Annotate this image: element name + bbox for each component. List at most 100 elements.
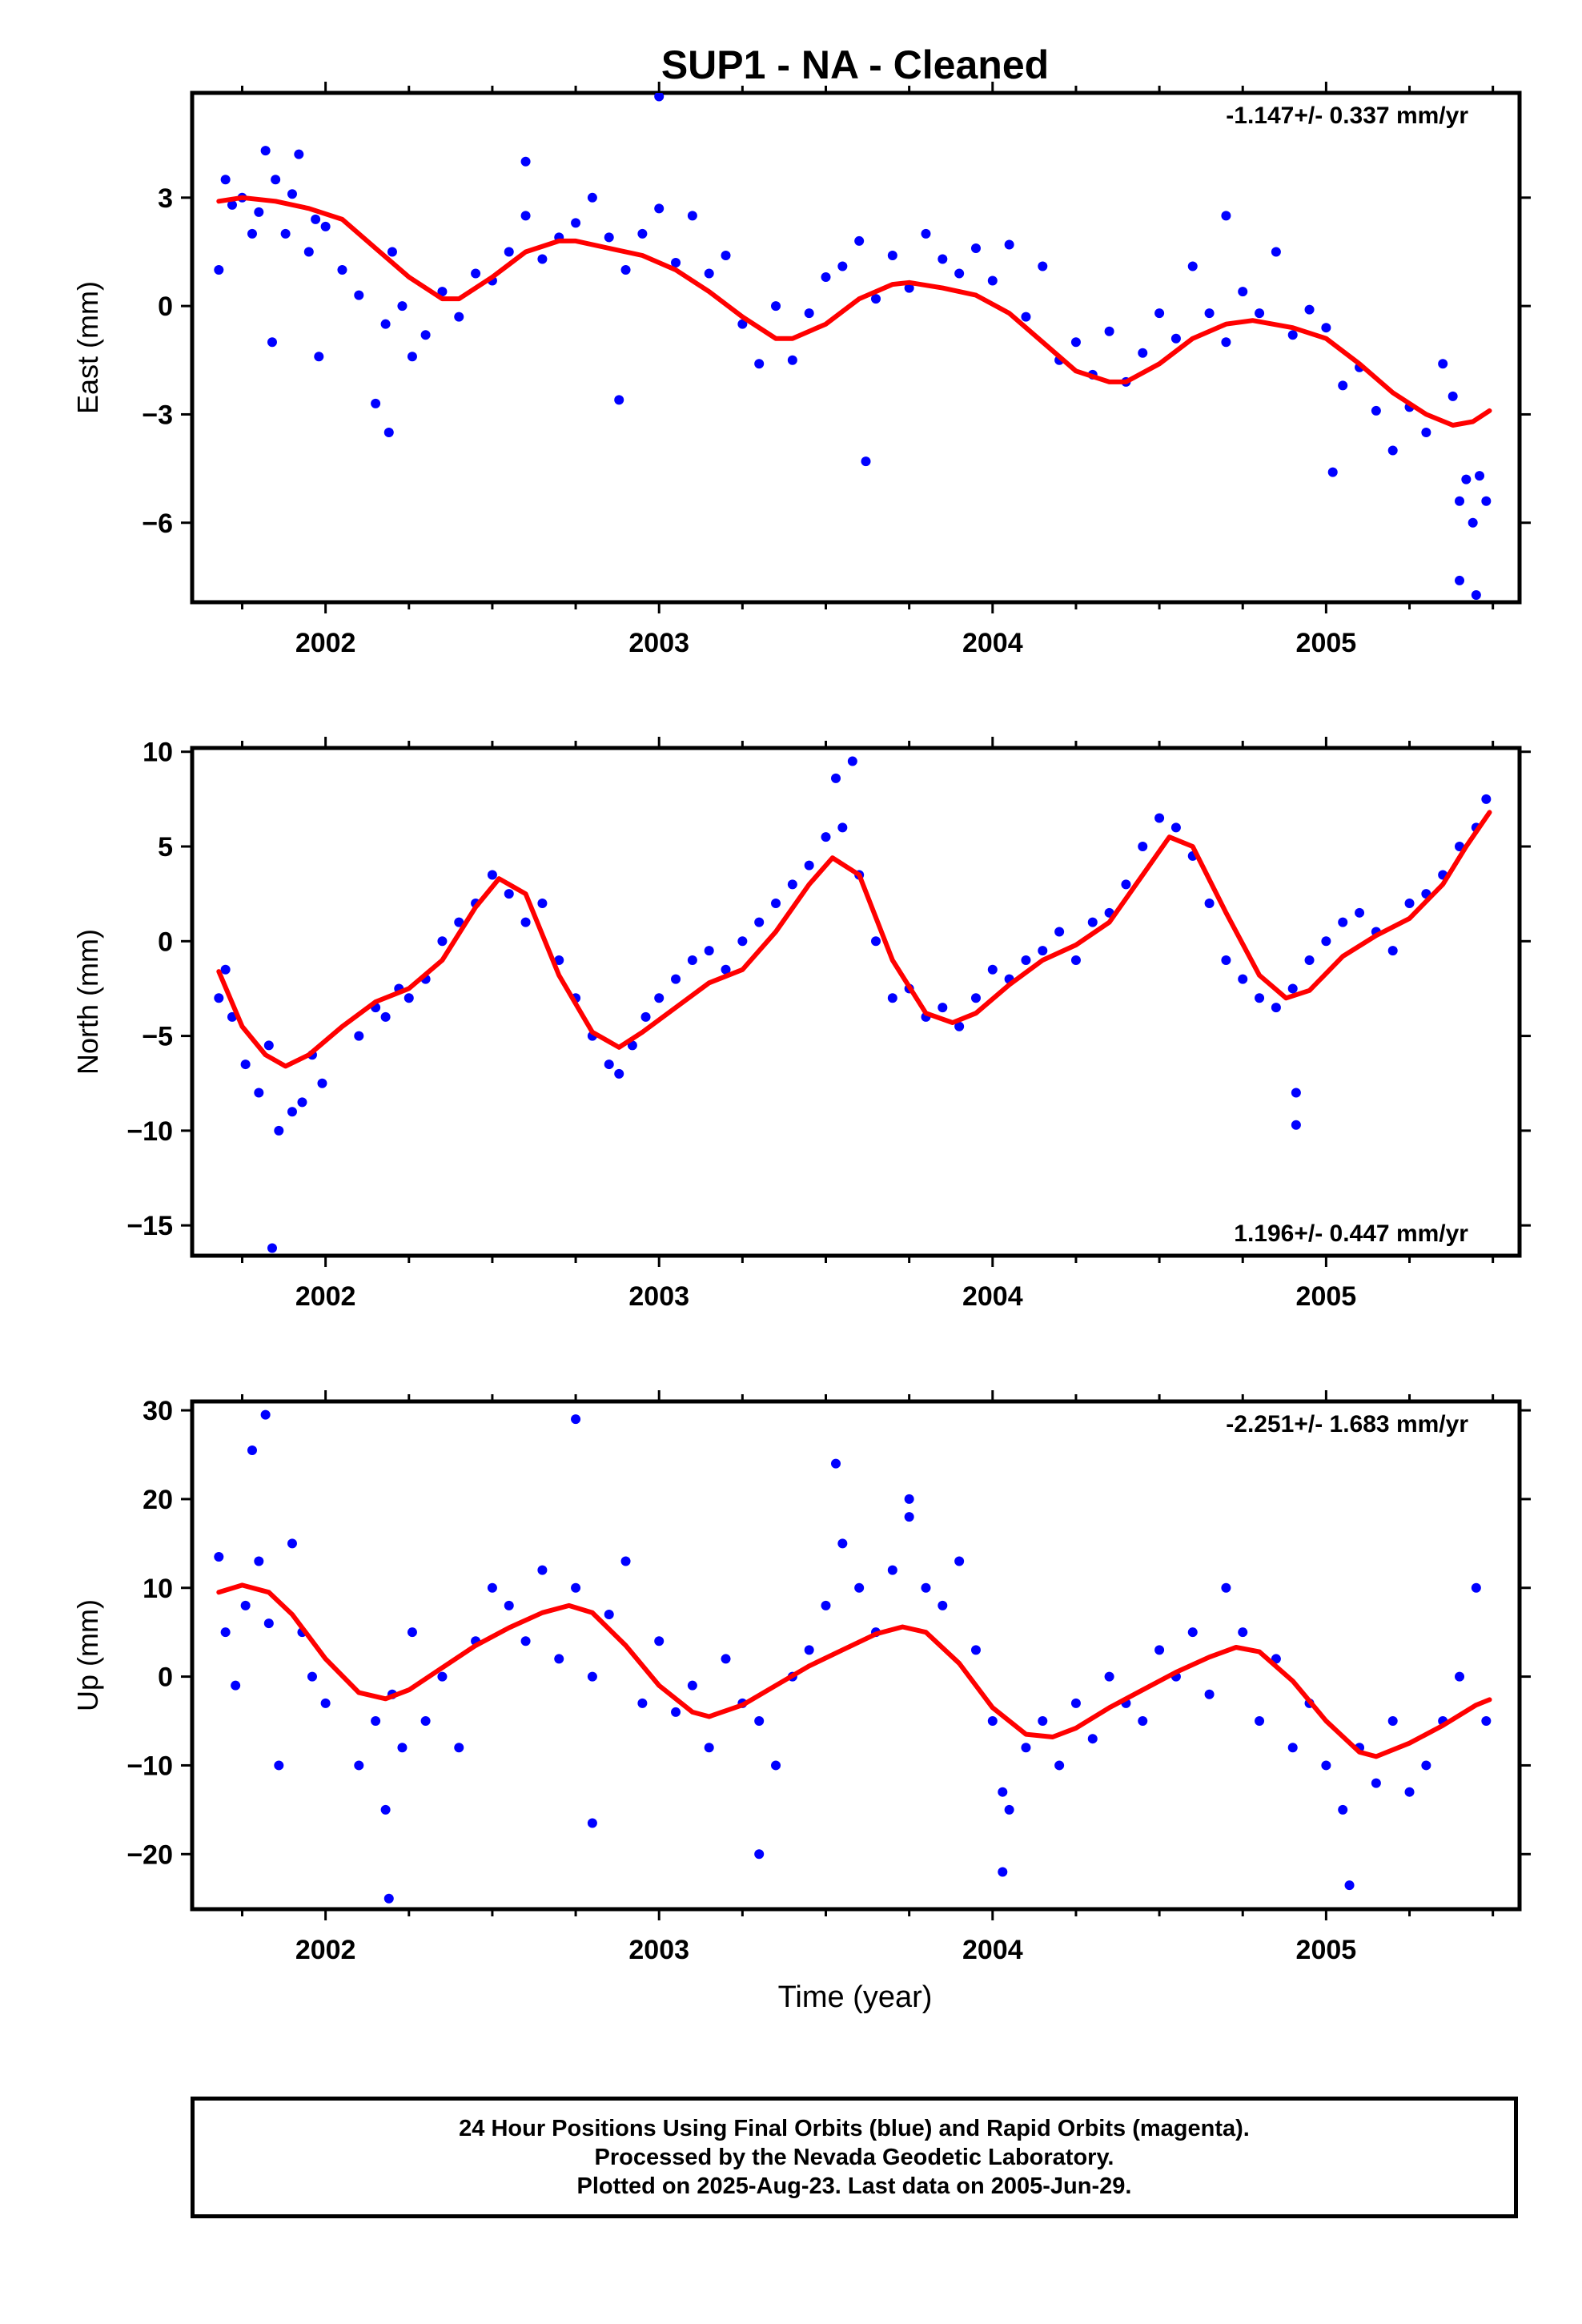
east-data-point (787, 355, 797, 365)
east-data-point (504, 247, 514, 257)
up-data-point (1138, 1716, 1148, 1727)
east-data-point (870, 294, 881, 304)
up-data-point (1344, 1880, 1355, 1891)
east-data-point (380, 319, 391, 329)
up-data-point (263, 1618, 274, 1629)
north-y-tick-label: −5 (142, 1022, 173, 1052)
east-data-point (1287, 330, 1298, 340)
north-data-point (214, 993, 224, 1003)
east-data-point (254, 207, 264, 217)
east-data-point (1455, 575, 1465, 585)
up-data-point (620, 1556, 631, 1566)
east-data-point (954, 268, 965, 279)
up-data-point (604, 1610, 614, 1620)
north-data-point (614, 1068, 624, 1079)
up-data-point (397, 1743, 408, 1753)
east-data-point (220, 175, 231, 185)
east-y-axis-label: East (mm) (71, 281, 104, 414)
north-data-point (1087, 917, 1098, 927)
north-data-point (737, 936, 748, 947)
north-x-tick-label: 2005 (1296, 1281, 1357, 1312)
north-data-point (520, 917, 531, 927)
up-data-point (383, 1893, 394, 1904)
north-data-point (654, 993, 665, 1003)
up-rate-label: -2.251+/- 1.683 mm/yr (1226, 1411, 1468, 1437)
north-data-point (1291, 1120, 1301, 1130)
east-data-point (614, 395, 624, 405)
east-data-point (287, 189, 297, 199)
up-data-point (1371, 1778, 1381, 1788)
east-y-tick-label: −3 (142, 400, 173, 430)
north-rate-label: 1.196+/- 0.447 mm/yr (1234, 1220, 1468, 1247)
east-data-point (1468, 517, 1478, 528)
up-data-point (587, 1818, 597, 1828)
up-data-point (938, 1600, 948, 1610)
east-data-point (267, 337, 277, 348)
east-data-point (754, 359, 765, 369)
north-data-point (821, 832, 831, 842)
up-data-point (254, 1556, 264, 1566)
up-data-point (704, 1743, 714, 1753)
east-data-point (260, 146, 271, 156)
up-data-point (504, 1600, 514, 1610)
up-data-point (454, 1743, 464, 1753)
up-data-point (1187, 1627, 1198, 1638)
up-data-point (970, 1645, 981, 1655)
east-data-point (294, 149, 304, 159)
north-y-tick-label: −10 (126, 1116, 173, 1147)
footer-line-1: 24 Hour Positions Using Final Orbits (bl… (459, 2116, 1250, 2141)
east-data-point (320, 221, 331, 231)
up-data-point (754, 1849, 765, 1860)
east-data-point (704, 268, 714, 279)
east-data-point (587, 192, 597, 203)
east-data-point (1204, 308, 1215, 319)
east-data-point (721, 250, 731, 260)
north-data-point (1271, 1003, 1281, 1013)
north-data-point (1204, 898, 1215, 908)
footer-box: 24 Hour Positions Using Final Orbits (bl… (191, 2097, 1518, 2218)
up-data-point (407, 1627, 417, 1638)
north-data-point (220, 964, 231, 975)
up-data-point (587, 1671, 597, 1682)
up-data-point (904, 1512, 914, 1522)
east-data-point (227, 199, 237, 210)
east-data-point (938, 254, 948, 264)
up-data-point (537, 1565, 548, 1575)
east-data-point (1338, 380, 1348, 391)
east-data-point (654, 203, 665, 214)
up-y-tick-label: 0 (158, 1663, 173, 1693)
up-data-point (671, 1707, 681, 1717)
north-data-point (1338, 917, 1348, 927)
up-data-point (1104, 1671, 1114, 1682)
north-x-tick-label: 2002 (295, 1281, 356, 1312)
up-data-point (998, 1867, 1008, 1877)
up-data-point (354, 1760, 364, 1771)
east-data-point (1475, 471, 1485, 481)
up-data-point (921, 1582, 931, 1593)
up-data-point (1387, 1716, 1398, 1727)
up-data-point (1054, 1760, 1065, 1771)
up-data-point (520, 1636, 531, 1647)
east-data-point (1421, 428, 1431, 437)
east-y-tick-label: 3 (158, 183, 173, 214)
east-data-point (1387, 445, 1398, 456)
east-panel: 2002 2003 2004 2005 3 0 −3 −6 East (mm) -1.147+/-… (71, 82, 1531, 658)
east-data-point (1327, 467, 1338, 477)
east-data-point (454, 312, 464, 322)
east-data-point (687, 211, 697, 221)
east-data-point (987, 275, 998, 286)
up-data-point (1255, 1716, 1265, 1727)
up-data-point (837, 1538, 848, 1549)
east-data-point (1481, 496, 1492, 506)
east-data-point (1461, 474, 1472, 485)
east-data-point (1021, 312, 1031, 322)
up-plot-frame (190, 1399, 1522, 1912)
up-data-point (998, 1787, 1008, 1797)
up-data-point (654, 1636, 665, 1647)
up-data-point (371, 1716, 381, 1727)
north-data-point (404, 993, 414, 1003)
up-data-point (247, 1445, 257, 1455)
footer-line-2: Processed by the Nevada Geodetic Laborat… (594, 2145, 1114, 2170)
east-data-point (387, 247, 397, 257)
